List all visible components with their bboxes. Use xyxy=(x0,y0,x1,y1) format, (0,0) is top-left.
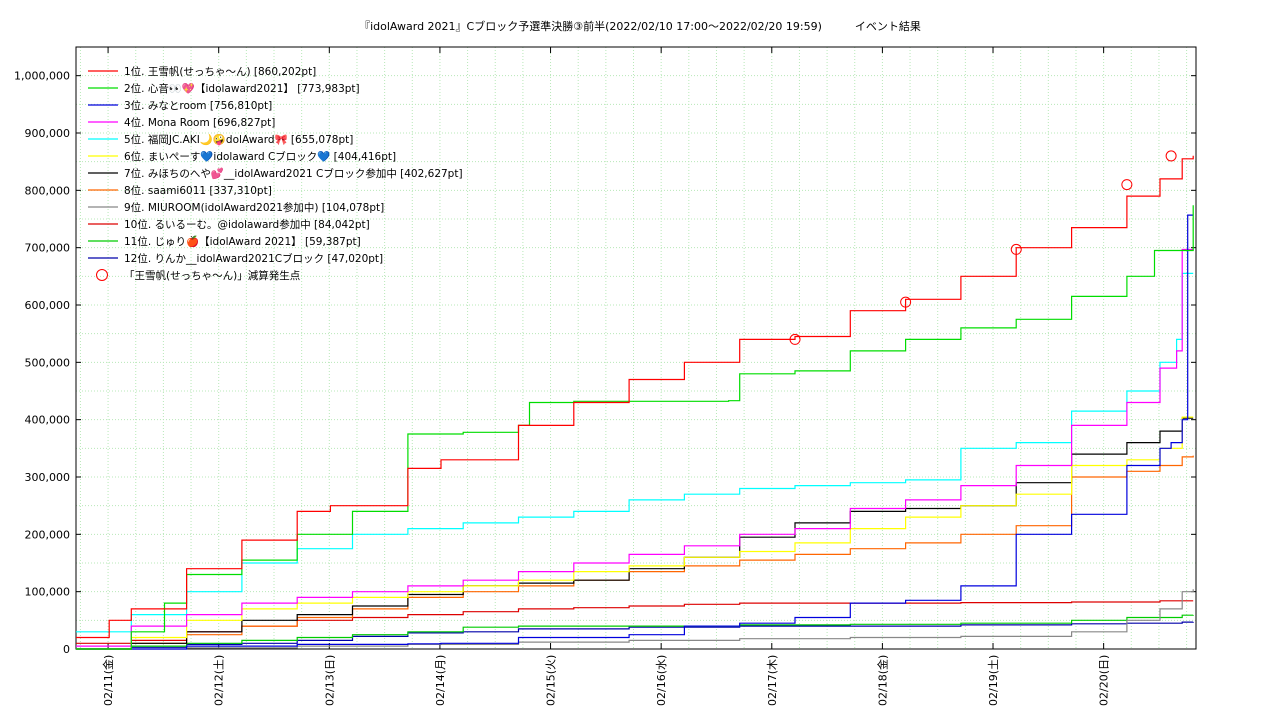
x-tick-label: 02/17(木) xyxy=(766,655,779,706)
legend-label: 12位. りんか__idolAward2021Cブロック [47,020pt] xyxy=(124,252,383,265)
x-tick-label: 02/20(日) xyxy=(1098,655,1111,706)
y-tick-label: 0 xyxy=(63,643,70,656)
legend-label: 3位. みなとroom [756,810pt] xyxy=(124,99,272,112)
x-tick-label: 02/16(水) xyxy=(655,655,668,706)
y-tick-label: 900,000 xyxy=(25,127,71,140)
y-tick-label: 800,000 xyxy=(25,184,71,197)
series-line xyxy=(76,416,1194,650)
x-tick-label: 02/12(土) xyxy=(213,655,226,706)
x-tick-label: 02/18(金) xyxy=(875,655,889,706)
legend-marker-label: 「王雪帆(せっちゃ～ん)」減算発生点 xyxy=(124,269,300,282)
series-line xyxy=(76,621,1194,650)
legend-label: 9位. MIUROOM(idolAward2021参加中) [104,078pt… xyxy=(124,201,384,214)
series-line xyxy=(76,614,1194,650)
chart-title: 『idolAward 2021』Cブロック予選準決勝③前半(2022/02/10… xyxy=(359,20,921,33)
legend-label: 10位. るいるーむ。@idolaward参加中 [84,042pt] xyxy=(124,218,370,231)
legend-label: 8位. saami6011 [337,310pt] xyxy=(124,184,272,197)
decrease-marker xyxy=(789,333,801,345)
legend-label: 11位. じゅり🍎【idolAward 2021】 [59,387pt] xyxy=(124,235,361,248)
x-tick-label: 02/13(日) xyxy=(323,655,336,706)
y-tick-label: 1,000,000 xyxy=(14,70,70,83)
series-line xyxy=(76,589,1194,650)
legend-label: 2位. 心音👀💖【idolaward2021】 [773,983pt] xyxy=(124,82,360,95)
y-tick-label: 100,000 xyxy=(25,586,71,599)
x-tick-label: 02/14(月) xyxy=(434,655,447,706)
decrease-marker xyxy=(1010,243,1022,255)
x-tick-label: 02/19(土) xyxy=(987,655,1000,706)
y-tick-label: 600,000 xyxy=(25,299,71,312)
decrease-marker xyxy=(1121,179,1133,191)
series-line xyxy=(76,214,1194,650)
series-line xyxy=(76,248,1194,647)
legend-label: 7位. みほちのへや💕__idolAward2021 Cブロック参加中 [402… xyxy=(124,167,463,180)
decrease-marker xyxy=(1165,150,1177,162)
legend-marker-swatch xyxy=(96,269,108,281)
y-tick-label: 300,000 xyxy=(25,471,71,484)
y-tick-label: 200,000 xyxy=(25,528,71,541)
plot-background xyxy=(76,47,1196,649)
x-tick-label: 02/15(火) xyxy=(545,655,558,706)
legend-label: 1位. 王雪帆(せっちゃ～ん) [860,202pt] xyxy=(124,65,316,78)
decrease-marker xyxy=(900,296,912,308)
series-line xyxy=(76,155,1194,639)
legend-label: 6位. まいぺーす💙idolaward Cブロック💙 [404,416pt] xyxy=(124,150,396,163)
legend-label: 5位. 福岡JC.AKI🌙🤪dolAward🎀 [655,078pt] xyxy=(124,133,353,146)
legend-label: 4位. Mona Room [696,827pt] xyxy=(124,116,275,129)
y-tick-label: 500,000 xyxy=(25,356,71,369)
plot-frame xyxy=(75,46,1197,650)
y-tick-label: 700,000 xyxy=(25,242,71,255)
x-tick-label: 02/11(金) xyxy=(101,655,115,706)
y-tick-label: 400,000 xyxy=(25,414,71,427)
